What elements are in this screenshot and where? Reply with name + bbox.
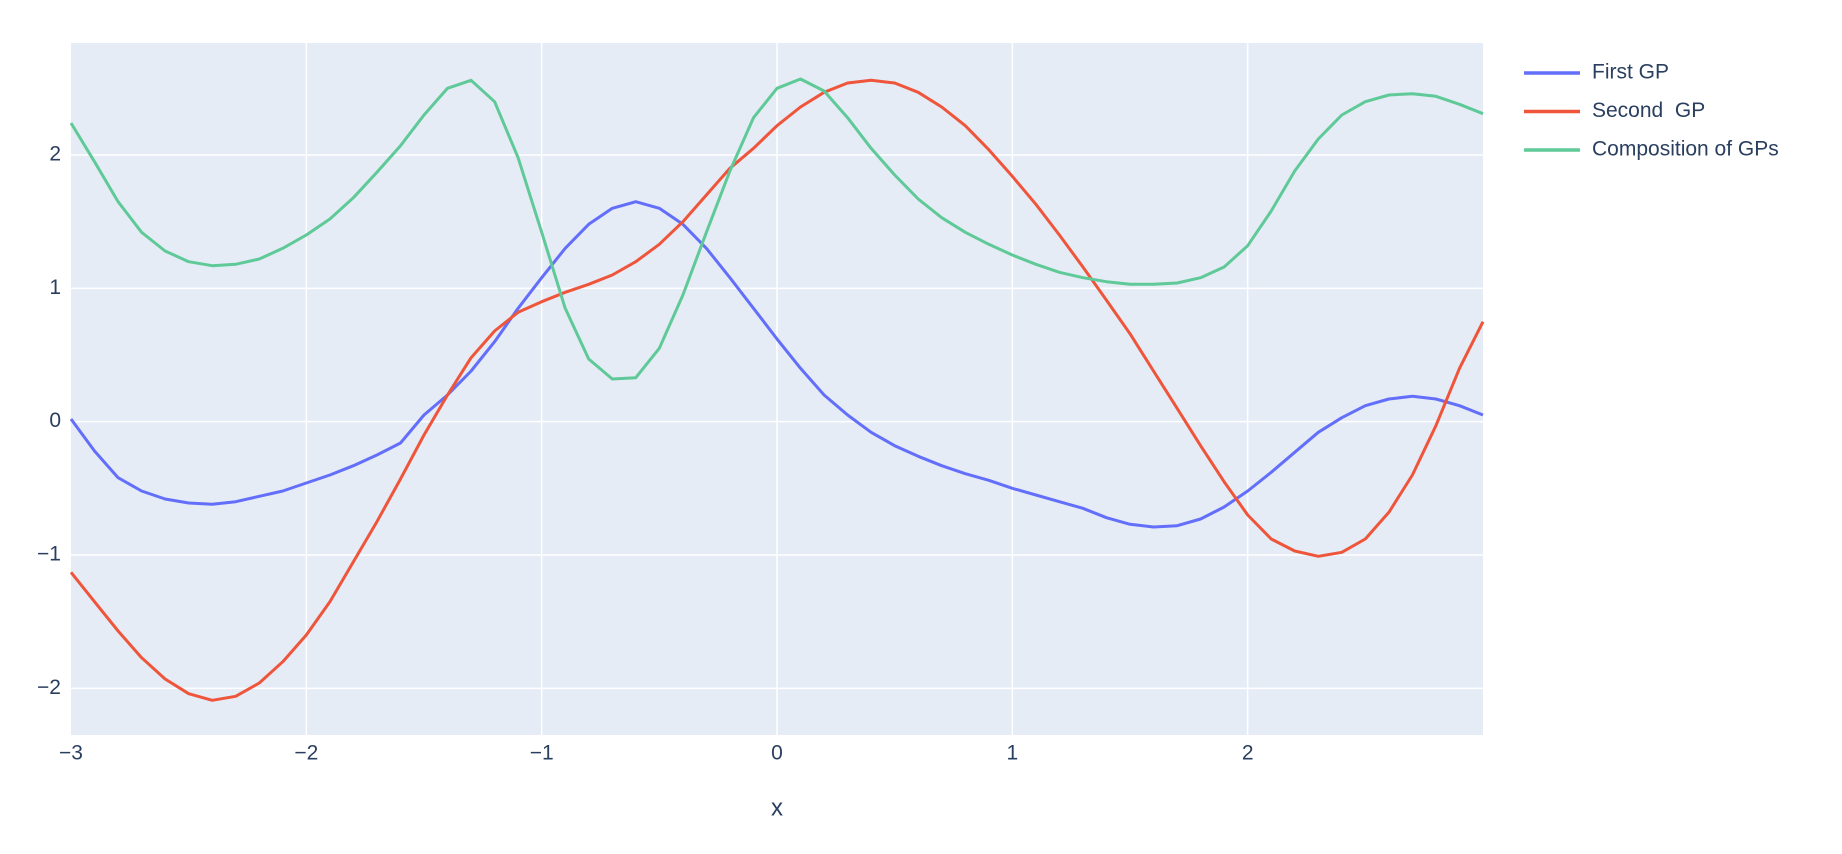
- line: [69, 77, 1484, 381]
- y-tick-label: 1: [49, 276, 61, 299]
- y-tick-label: −1: [37, 543, 61, 566]
- line: [69, 200, 1484, 529]
- x-tick-label: −2: [294, 742, 318, 765]
- x-tick-label: −3: [59, 742, 83, 765]
- x-axis-label: x: [771, 794, 783, 821]
- y-tick-label: 0: [49, 409, 61, 432]
- legend-label: Composition of GPs: [1592, 138, 1779, 161]
- x-tick-label: 2: [1242, 742, 1254, 765]
- legend-label: First GP: [1592, 61, 1669, 84]
- x-tick-label: 0: [771, 742, 783, 765]
- y-tick-label: 2: [49, 143, 61, 166]
- x-tick-label: −1: [530, 742, 554, 765]
- line: [69, 78, 1485, 702]
- legend-label: Second GP: [1592, 99, 1705, 122]
- x-tick-label: 1: [1006, 742, 1018, 765]
- y-tick-label: −2: [37, 676, 61, 699]
